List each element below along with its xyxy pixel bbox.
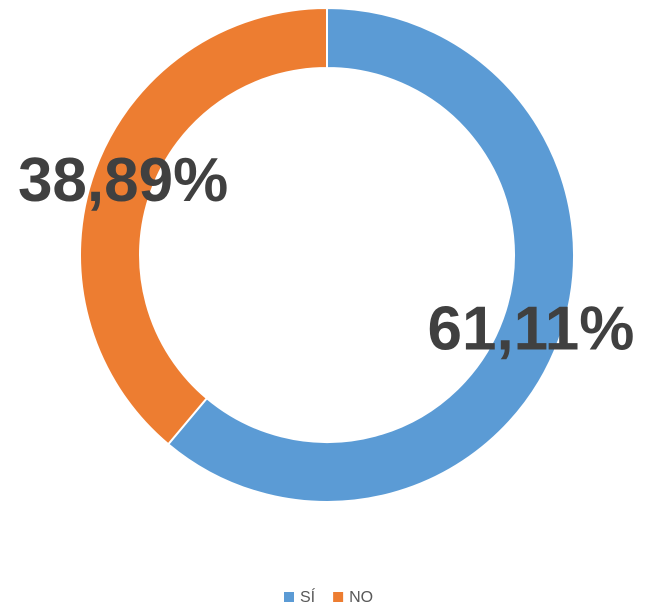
legend-swatch bbox=[333, 592, 344, 602]
data-label: 61,11% bbox=[427, 295, 634, 364]
legend-label: SÍ bbox=[300, 587, 316, 606]
data-label: 38,89% bbox=[18, 146, 228, 215]
legend-swatch bbox=[284, 592, 294, 602]
donut-segment bbox=[79, 6, 328, 446]
legend-label: NO bbox=[349, 589, 373, 606]
donut-segment bbox=[166, 6, 575, 503]
